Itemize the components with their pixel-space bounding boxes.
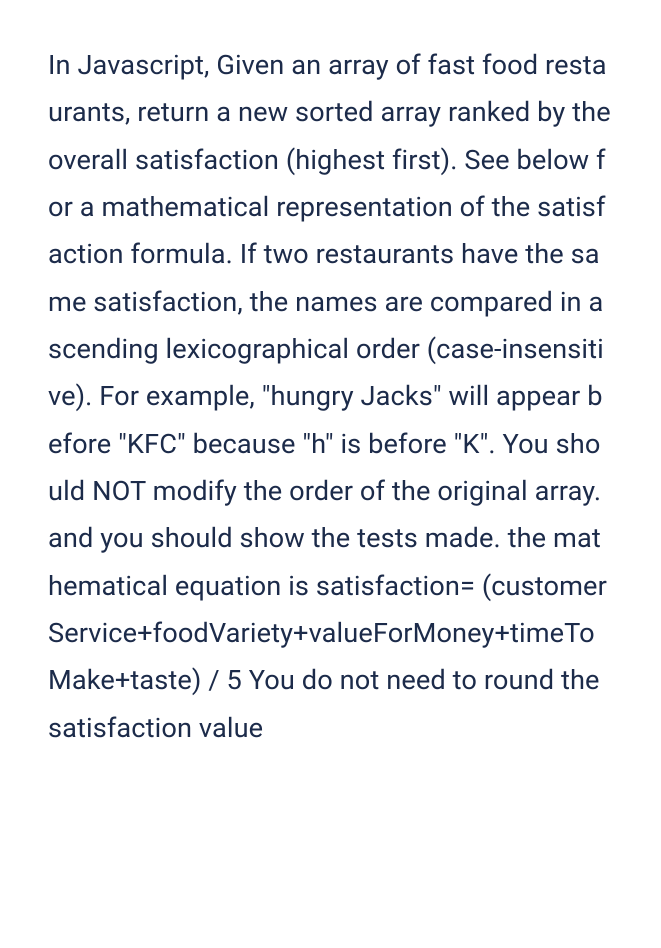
body-text: In Javascript, Given an array of fast fo…	[48, 42, 613, 752]
document-container: In Javascript, Given an array of fast fo…	[0, 0, 661, 948]
